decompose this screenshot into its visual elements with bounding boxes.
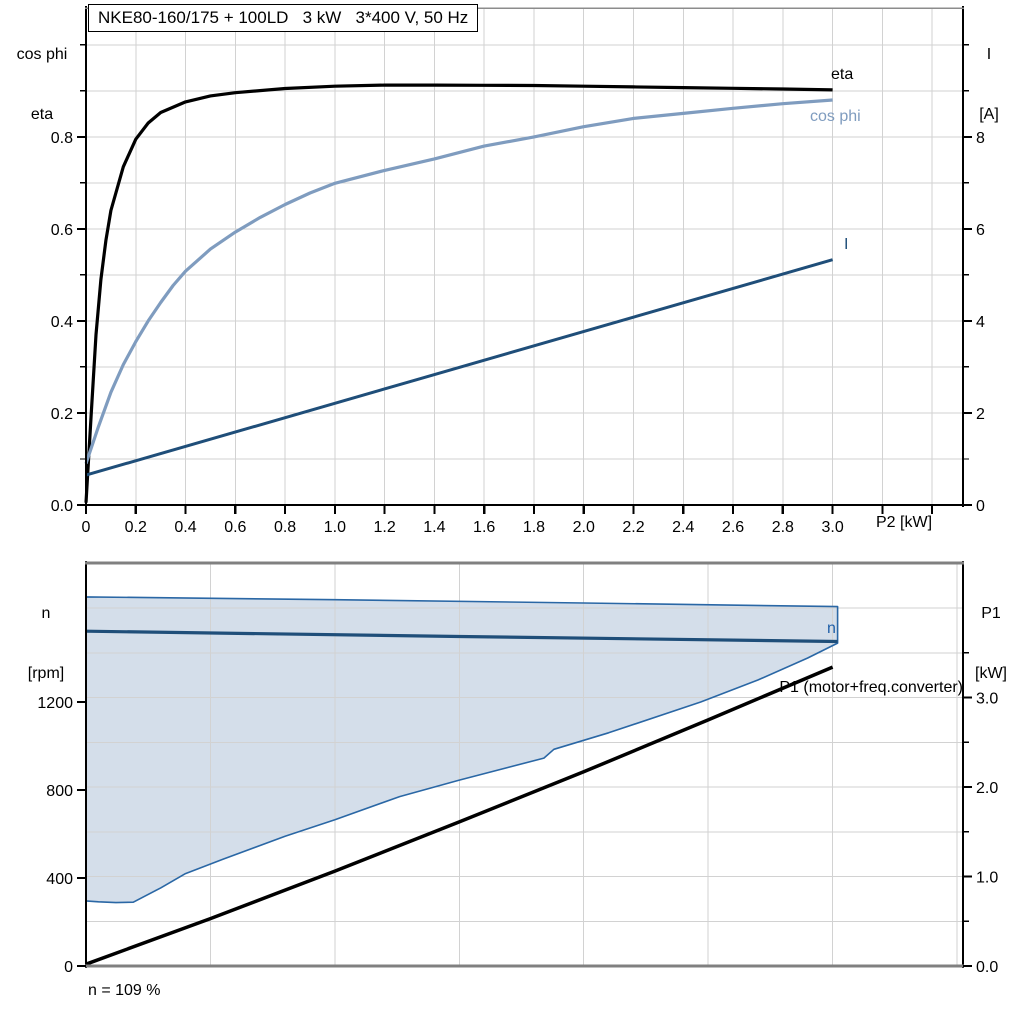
svg-text:1.2: 1.2 — [374, 519, 396, 536]
svg-text:2.2: 2.2 — [622, 519, 644, 536]
cos-phi-curve — [84, 98, 833, 465]
axis-ticks: 0.0 0.2 0.4 0.6 0.8 0 2 4 6 8 0 0.2 0.4 0.6 0.8 1.0 1.2 1… — [51, 44, 985, 536]
svg-text:1.0: 1.0 — [976, 870, 998, 887]
top-right-axis-unit: I [A] — [964, 5, 1014, 165]
axis-unit-cos-phi: cos phi — [16, 46, 68, 63]
axis-unit-eta: eta — [30, 106, 54, 123]
svg-text:1.4: 1.4 — [423, 519, 445, 536]
eta-series-label: eta — [831, 66, 854, 83]
svg-text:2.4: 2.4 — [672, 519, 694, 536]
svg-text:0.4: 0.4 — [51, 314, 73, 331]
svg-text:1.0: 1.0 — [324, 519, 346, 536]
p1-motor-freq-converter--curve — [85, 665, 834, 966]
svg-text:0.8: 0.8 — [51, 130, 73, 147]
svg-text:0.6: 0.6 — [224, 519, 246, 536]
svg-text:6: 6 — [976, 222, 985, 239]
cos-phi-series-label: cos phi — [810, 108, 861, 125]
top-chart: 0.0 0.2 0.4 0.6 0.8 0 2 4 6 8 0 0.2 0.4 0.6 0.8 1.0 1.2 1… — [51, 6, 985, 536]
svg-text:0: 0 — [64, 959, 73, 976]
svg-text:0.0: 0.0 — [976, 959, 998, 976]
svg-text:3.0: 3.0 — [976, 691, 998, 708]
axis-ticks: 0 400 800 1200 0.0 1.0 2.0 3.0 — [37, 652, 998, 976]
svg-text:800: 800 — [46, 783, 73, 800]
svg-text:0.4: 0.4 — [174, 519, 196, 536]
svg-text:8: 8 — [976, 130, 985, 147]
svg-text:0.2: 0.2 — [51, 406, 73, 423]
svg-text:0.6: 0.6 — [51, 222, 73, 239]
p1-series-label: P1 (motor+freq.converter) — [779, 679, 963, 696]
bottom-chart: 0 400 800 1200 0.0 1.0 2.0 3.0 — [37, 561, 998, 976]
top-left-axis-unit: cos phi eta — [6, 5, 78, 165]
svg-text:2.0: 2.0 — [573, 519, 595, 536]
svg-text:2.8: 2.8 — [772, 519, 794, 536]
current-series-label: I — [844, 236, 849, 253]
svg-text:400: 400 — [46, 871, 73, 888]
svg-text:1.6: 1.6 — [473, 519, 495, 536]
svg-text:1200: 1200 — [37, 695, 73, 712]
axis-unit-kw: [kW] — [975, 665, 1007, 682]
n-series-label: n — [827, 620, 836, 637]
svg-text:0.2: 0.2 — [125, 519, 147, 536]
axis-unit-p1: P1 — [981, 605, 1001, 622]
svg-text:2.0: 2.0 — [976, 780, 998, 797]
bottom-right-axis-unit: P1 [kW] — [962, 564, 1020, 724]
svg-text:3.0: 3.0 — [821, 519, 843, 536]
speed-range-area-fill — [86, 596, 838, 903]
axis-unit-rpm: [rpm] — [27, 665, 65, 682]
eta-curve — [84, 83, 833, 503]
svg-text:0: 0 — [82, 519, 91, 536]
plot-border — [85, 561, 964, 968]
svg-text:0.8: 0.8 — [274, 519, 296, 536]
chart-title: NKE80-160/175 + 100LD 3 kW 3*400 V, 50 H… — [88, 4, 479, 32]
axis-unit-n: n — [41, 605, 51, 622]
svg-text:2: 2 — [976, 406, 985, 423]
gridlines — [86, 8, 963, 505]
speed-range-area-outline — [85, 596, 839, 904]
axis-unit-current: I — [986, 46, 992, 63]
svg-text:0.0: 0.0 — [51, 498, 73, 515]
svg-text:4: 4 — [976, 314, 985, 331]
x-axis-label-p2: P2 [kW] — [876, 514, 933, 531]
svg-text:1.8: 1.8 — [523, 519, 545, 536]
n-curve — [85, 629, 838, 644]
svg-text:2.6: 2.6 — [722, 519, 744, 536]
axis-unit-ampere: [A] — [979, 106, 999, 123]
bottom-left-axis-unit: n [rpm] — [14, 564, 78, 724]
svg-text:0: 0 — [976, 498, 985, 515]
speed-annotation: n = 109 % — [88, 982, 161, 999]
i-curve — [85, 258, 834, 477]
